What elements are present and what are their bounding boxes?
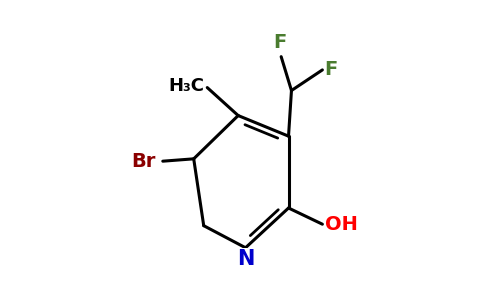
Text: OH: OH	[325, 215, 358, 234]
Text: H₃C: H₃C	[168, 77, 204, 95]
Text: Br: Br	[131, 152, 155, 171]
Text: F: F	[273, 33, 287, 52]
Text: N: N	[237, 249, 254, 269]
Text: F: F	[325, 60, 338, 80]
